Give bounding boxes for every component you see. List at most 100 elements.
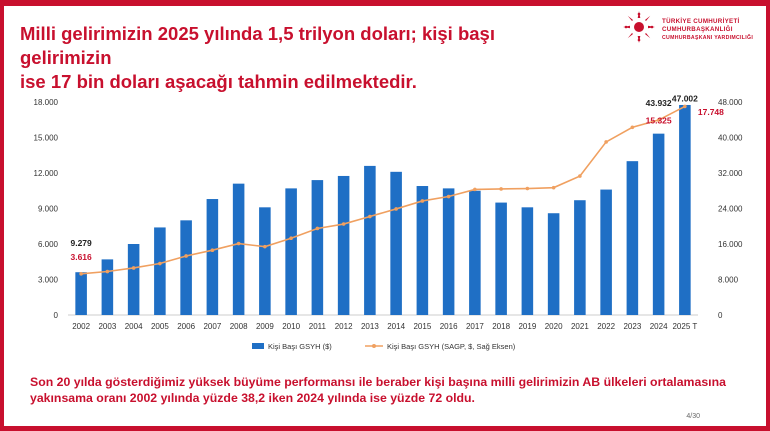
bar [521, 207, 534, 315]
x-axis-tick: 2024 [650, 322, 668, 331]
left-axis-tick: 9.000 [38, 205, 59, 214]
x-axis-tick: 2007 [203, 322, 221, 331]
left-axis-tick: 15.000 [34, 134, 59, 143]
bar [574, 200, 586, 315]
x-axis-tick: 2020 [545, 322, 563, 331]
line-point [551, 185, 556, 190]
x-axis-tick: 2006 [177, 322, 195, 331]
x-axis-tick: 2012 [335, 322, 353, 331]
right-axis-tick: 16.000 [718, 240, 743, 249]
x-axis-tick: 2018 [492, 322, 510, 331]
line-point [525, 186, 530, 191]
x-axis-tick: 2008 [230, 322, 248, 331]
x-axis-tick: 2014 [387, 322, 405, 331]
left-border [0, 0, 4, 431]
bar [416, 186, 429, 315]
legend-swatch-bar [252, 343, 264, 349]
x-axis-tick: 2004 [125, 322, 143, 331]
line-point [499, 187, 503, 191]
bar [547, 213, 560, 315]
right-axis-tick: 32.000 [718, 169, 743, 178]
line-point [341, 222, 346, 226]
left-axis-tick: 0 [54, 311, 59, 320]
line-point [630, 125, 635, 130]
bar [101, 259, 114, 315]
line-point [315, 226, 320, 231]
line-point [604, 140, 608, 144]
x-axis-tick: 2017 [466, 322, 484, 331]
data-label: 15.325 [646, 116, 672, 126]
data-label: 3.616 [70, 252, 92, 262]
bar [285, 188, 297, 315]
line-point [368, 214, 372, 219]
right-axis-tick: 0 [718, 311, 723, 320]
legend-marker-line [372, 344, 376, 348]
bar [311, 180, 324, 315]
bar [495, 202, 507, 315]
logo: TÜRKİYE CUMHURİYETİ CUMHURBAŞKANLIĞI CUM… [622, 8, 762, 48]
x-axis-tick: 2003 [98, 322, 116, 331]
line-series [81, 105, 686, 275]
right-axis-tick: 24.000 [718, 205, 743, 214]
line-point [158, 261, 162, 266]
data-label: 43.932 [646, 98, 672, 108]
bar [75, 272, 87, 315]
left-axis-tick: 18.000 [34, 98, 59, 107]
slide-title: Milli gelirimizin 2025 yılında 1,5 trily… [20, 22, 580, 94]
logo-text-3: CUMHURBAŞKANI YARDIMCILIĞI [662, 35, 754, 41]
right-axis-tick: 8.000 [718, 276, 739, 285]
left-axis-tick: 6.000 [38, 240, 59, 249]
bar [232, 183, 245, 315]
line-point [236, 241, 241, 246]
line-point [184, 254, 188, 258]
footer-line-2: yakınsama oranı 2002 yılında yüzde 38,2 … [30, 391, 475, 405]
bar [679, 104, 691, 316]
line-point [578, 174, 582, 178]
gdp-chart: 0 3.000 6.000 9.000 12.000 15.000 18.000 0 8.000… [34, 93, 743, 351]
logo-text-2: CUMHURBAŞKANLIĞI [662, 26, 733, 33]
x-axis-tick: 2025 T [672, 322, 697, 331]
logo-text-1: TÜRKİYE CUMHURİYETİ [662, 18, 740, 25]
line-point [420, 199, 425, 203]
line-point [210, 248, 215, 253]
page-number: 4/30 [686, 413, 700, 420]
x-axis-tick: 2016 [440, 322, 458, 331]
x-axis-tick: 2019 [518, 322, 536, 331]
x-axis-tick: 2022 [597, 322, 615, 331]
title-line-1: Milli gelirimizin 2025 yılında 1,5 trily… [20, 23, 495, 68]
x-axis-tick: 2010 [282, 322, 300, 331]
bar [626, 161, 639, 315]
line-point [105, 269, 110, 274]
right-axis-tick: 40.000 [718, 134, 743, 143]
line-point [656, 118, 661, 122]
right-axis-tick: 48.000 [718, 98, 743, 107]
x-axis-tick: 2021 [571, 322, 589, 331]
data-label: 47.002 [672, 93, 698, 103]
bar [337, 175, 350, 315]
bar [364, 165, 376, 315]
x-axis-tick: 2011 [309, 322, 327, 331]
bar [180, 220, 192, 315]
bar [469, 190, 481, 315]
legend-label-bar: Kişi Başı GSYH ($) [268, 342, 332, 351]
top-border [0, 0, 770, 6]
line-point [289, 236, 293, 241]
right-border [766, 0, 770, 431]
left-axis-tick: 12.000 [34, 169, 59, 178]
bar [442, 188, 455, 315]
bottom-border [0, 426, 770, 431]
line-point [131, 266, 136, 270]
title-line-2: ise 17 bin doları aşacağı tahmin edilmek… [20, 71, 417, 92]
bar [652, 133, 665, 315]
footer-line-1: Son 20 yılda gösterdiğimiz yüksek büyüme… [30, 375, 726, 389]
x-axis-tick: 2013 [361, 322, 379, 331]
bar [206, 199, 219, 315]
x-axis-tick: 2002 [72, 322, 90, 331]
x-axis-tick: 2009 [256, 322, 274, 331]
line-point [473, 187, 477, 192]
bar [390, 171, 402, 315]
x-axis-tick: 2023 [623, 322, 641, 331]
footer-note: Son 20 yılda gösterdiğimiz yüksek büyüme… [30, 374, 750, 406]
line-point [79, 272, 83, 276]
